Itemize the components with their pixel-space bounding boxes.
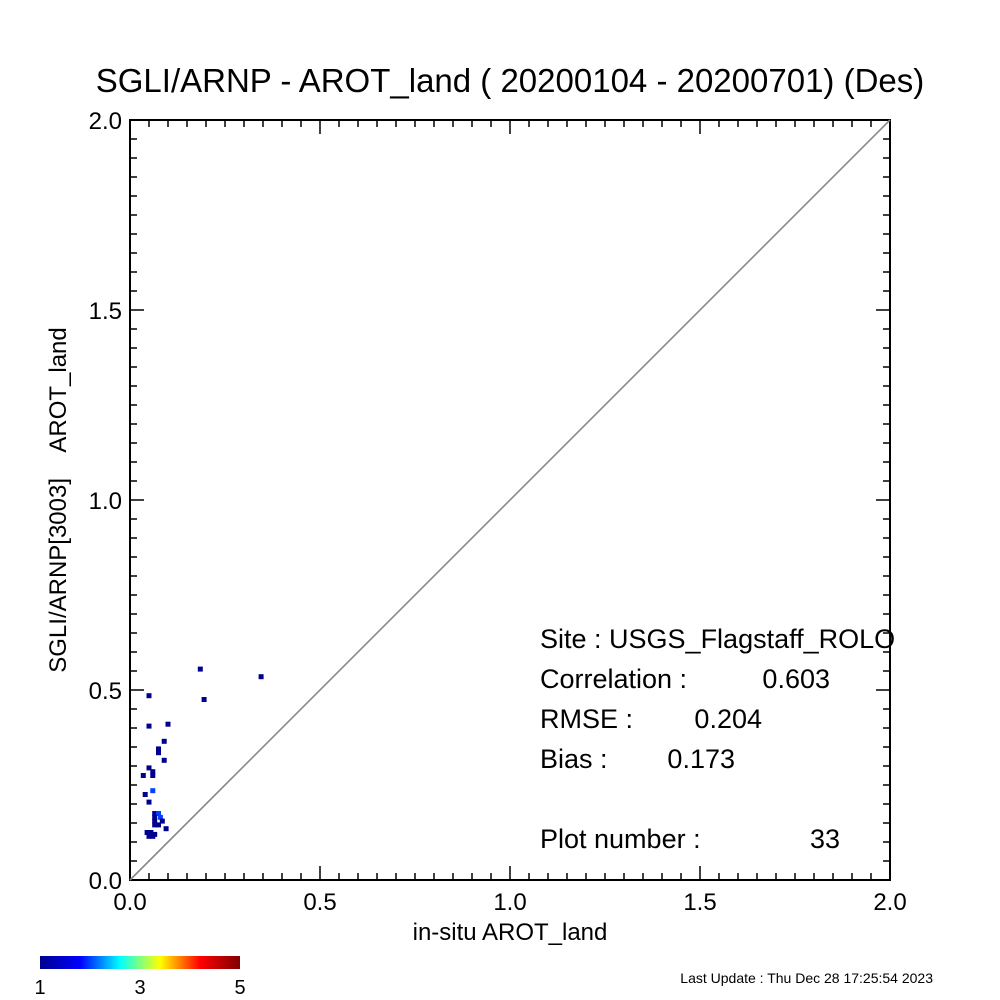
colorbar-tick-label: 1	[34, 977, 45, 999]
data-point	[165, 721, 171, 727]
x-tick-label: 0.5	[303, 889, 336, 916]
data-points	[140, 666, 264, 839]
data-point	[150, 769, 156, 775]
data-point	[197, 666, 203, 672]
y-tick-label: 0.0	[89, 868, 122, 895]
x-axis-label: in-situ AROT_land	[413, 919, 608, 946]
data-point	[146, 799, 152, 805]
stats-site: Site : USGS_Flagstaff_ROLO	[540, 624, 895, 654]
x-tick-label: 2.0	[873, 889, 906, 916]
data-point	[146, 765, 152, 771]
data-point	[140, 773, 146, 778]
stats-correlation-value: 0.603	[762, 664, 830, 694]
data-point	[148, 830, 154, 835]
stats-bias-value: 0.173	[667, 744, 735, 774]
data-point	[201, 697, 207, 702]
one-to-one-line	[129, 119, 891, 881]
data-point	[156, 811, 161, 816]
data-point	[152, 818, 158, 824]
colorbar	[40, 956, 240, 969]
data-point	[152, 831, 158, 837]
data-point	[152, 822, 158, 828]
data-point	[152, 814, 158, 820]
data-point	[156, 750, 161, 756]
y-tick-label: 1.0	[89, 488, 122, 515]
stats-rmse-label: RMSE :	[540, 704, 633, 734]
stats-bias-label: Bias :	[540, 744, 608, 774]
colorbar-tick-label: 5	[234, 977, 245, 999]
y-axis-label: SGLI/ARNP[3003] AROT_land	[45, 327, 72, 673]
stats-plot-number-value: 33	[810, 824, 840, 854]
axis-ticks	[129, 119, 891, 881]
data-point	[258, 674, 264, 680]
y-tick-label: 2.0	[89, 108, 122, 135]
data-point	[146, 833, 152, 839]
data-point	[146, 693, 152, 699]
data-point	[163, 826, 169, 832]
x-tick-label: 1.0	[493, 889, 526, 916]
data-point	[161, 738, 167, 744]
data-point	[156, 822, 161, 828]
last-update-footer: Last Update : Thu Dec 28 17:25:54 2023	[680, 970, 933, 986]
y-tick-label: 1.5	[89, 298, 122, 325]
data-point	[161, 757, 167, 763]
data-point	[150, 773, 156, 778]
data-point	[157, 814, 163, 820]
stats-correlation-label: Correlation :	[540, 664, 687, 694]
data-point	[146, 723, 152, 729]
stats-plot-number-label: Plot number :	[540, 824, 701, 854]
data-point	[159, 818, 165, 824]
data-point	[144, 830, 150, 835]
x-tick-label: 1.5	[683, 889, 716, 916]
colorbar-tick-label: 3	[134, 977, 145, 999]
chart-title: SGLI/ARNP - AROT_land ( 20200104 - 20200…	[96, 62, 925, 99]
x-tick-label: 0.0	[113, 889, 146, 916]
data-point	[152, 811, 158, 816]
y-tick-label: 0.5	[89, 678, 122, 705]
data-point	[150, 788, 156, 794]
data-point	[156, 746, 161, 752]
stats-rmse-value: 0.204	[694, 704, 762, 734]
data-point	[142, 792, 148, 797]
